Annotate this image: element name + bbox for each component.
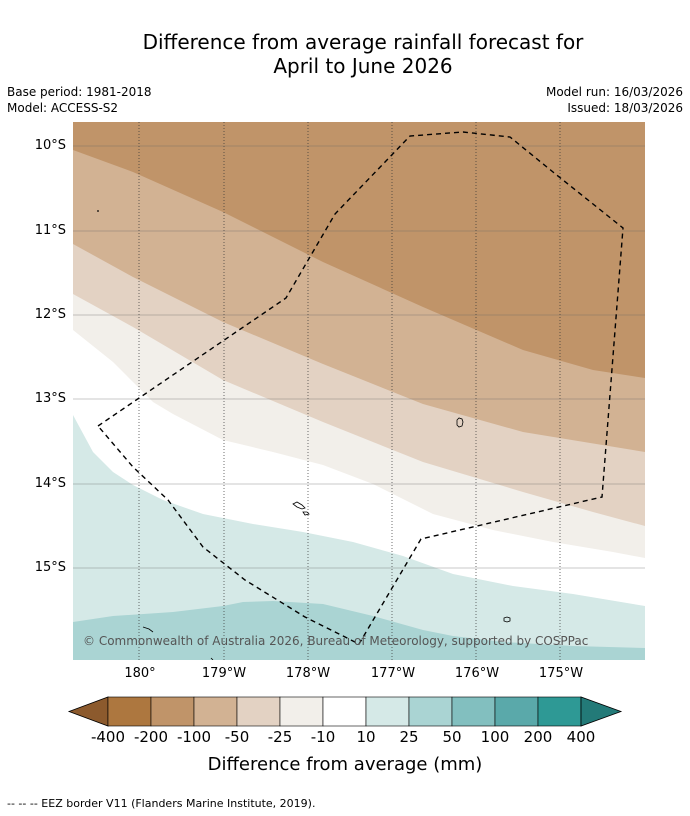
colorbar-title: Difference from average (mm) bbox=[207, 754, 483, 775]
lon-label-177w: 177°W bbox=[370, 666, 416, 681]
issued-date: Issued: 18/03/2026 bbox=[567, 101, 683, 115]
colorbar-swatch bbox=[150, 696, 195, 727]
lat-label-12s: 12°S bbox=[34, 307, 66, 322]
colorbar-swatch bbox=[279, 696, 324, 727]
island-icon bbox=[210, 657, 214, 660]
colorbar-tick-label: 100 bbox=[480, 728, 510, 746]
colorbar-arrow-low bbox=[67, 696, 109, 727]
title-line-1: Difference from average rainfall forecas… bbox=[142, 30, 584, 54]
lat-label-13s: 13°S bbox=[34, 391, 66, 406]
colorbar-tick-label: 10 bbox=[356, 728, 376, 746]
colorbar-tick-label: -400 bbox=[90, 728, 126, 746]
colorbar-tick-label: 200 bbox=[523, 728, 553, 746]
colorbar-swatch bbox=[451, 696, 496, 727]
lon-label-179w: 179°W bbox=[201, 666, 247, 681]
colorbar-swatch bbox=[193, 696, 238, 727]
lon-label-178w: 178°W bbox=[285, 666, 331, 681]
colorbar-swatch bbox=[494, 696, 539, 727]
colorbar-swatch bbox=[408, 696, 453, 727]
latitude-lines bbox=[73, 145, 645, 569]
colorbar-swatch bbox=[322, 696, 367, 727]
meta-left: Base period: 1981-2018 Model: ACCESS-S2 bbox=[7, 84, 152, 116]
colorbar-swatch bbox=[537, 696, 582, 727]
island-icon bbox=[142, 626, 154, 633]
model-run: Model run: 16/03/2026 bbox=[545, 85, 683, 99]
colorbar-tick-label: -200 bbox=[133, 728, 169, 746]
lat-label-15s: 15°S bbox=[34, 560, 66, 575]
colorbar-tick-label: -50 bbox=[224, 728, 250, 746]
island-icon bbox=[292, 501, 310, 516]
band-plus-10 bbox=[73, 415, 645, 660]
colorbar-tick-label: -10 bbox=[310, 728, 336, 746]
meta-right: Model run: 16/03/2026 Issued: 18/03/2026 bbox=[546, 84, 683, 116]
colorbar-tick-label: 400 bbox=[566, 728, 596, 746]
rainfall-map: © Commonwealth of Australia 2026, Bureau… bbox=[73, 122, 645, 660]
lon-label-176w: 176°W bbox=[454, 666, 500, 681]
island-icon bbox=[97, 210, 99, 212]
colorbar-tick-label: 50 bbox=[442, 728, 462, 746]
lat-label-10s: 10°S bbox=[34, 138, 66, 153]
colorbar-swatch bbox=[236, 696, 281, 727]
lat-label-11s: 11°S bbox=[34, 223, 66, 238]
colorbar-tick-label: -25 bbox=[267, 728, 293, 746]
base-period: Base period: 1981-2018 bbox=[7, 85, 152, 99]
lon-label-175w: 175°W bbox=[538, 666, 584, 681]
band-plus-25 bbox=[73, 601, 645, 660]
eez-border bbox=[97, 131, 624, 645]
island-icon bbox=[456, 417, 464, 428]
title-line-2: April to June 2026 bbox=[273, 54, 453, 78]
chart-title: Difference from average rainfall forecas… bbox=[0, 30, 690, 78]
lon-label-180: 180° bbox=[124, 666, 156, 681]
model-name: Model: ACCESS-S2 bbox=[7, 101, 119, 115]
lat-label-14s: 14°S bbox=[34, 476, 66, 491]
copyright-text: © Commonwealth of Australia 2026, Bureau… bbox=[83, 634, 588, 648]
colorbar bbox=[67, 696, 623, 727]
colorbar-tick-label: 25 bbox=[399, 728, 419, 746]
colorbar-arrow-high bbox=[580, 696, 623, 727]
colorbar-tick-label: -100 bbox=[176, 728, 212, 746]
colorbar-swatch bbox=[107, 696, 152, 727]
eez-legend-note: -- -- -- EEZ border V11 (Flanders Marine… bbox=[7, 797, 316, 810]
colorbar-swatch bbox=[365, 696, 410, 727]
island-icon bbox=[503, 616, 511, 623]
